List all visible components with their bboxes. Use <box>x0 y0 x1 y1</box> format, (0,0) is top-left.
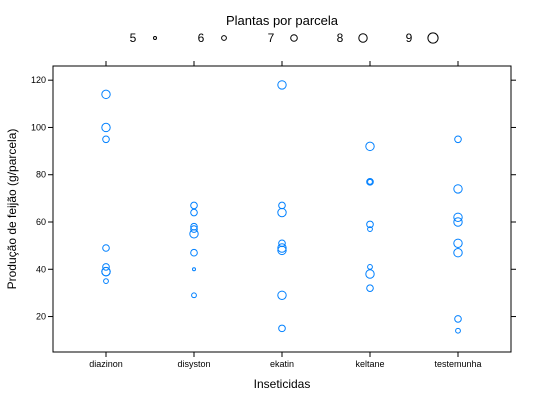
data-point <box>454 315 462 323</box>
legend-symbol <box>358 33 368 43</box>
data-point <box>367 178 373 185</box>
data-point <box>453 238 463 248</box>
data-point <box>277 245 287 256</box>
data-point <box>454 135 462 144</box>
x-axis-ticks: diazinon disyston ekatin keltane testemunha <box>89 61 482 369</box>
data-point <box>189 229 199 239</box>
data-point <box>190 225 198 233</box>
data-point <box>277 80 287 90</box>
data-point <box>278 324 286 333</box>
data-point <box>366 178 374 186</box>
data-points <box>101 80 463 334</box>
data-point <box>453 248 463 258</box>
data-point <box>190 208 198 217</box>
x-tick-label: ekatin <box>270 359 294 369</box>
x-tick-label: diazinon <box>89 359 123 369</box>
data-point <box>101 266 111 277</box>
data-point <box>277 207 287 218</box>
data-point <box>102 263 110 271</box>
data-point <box>367 226 373 232</box>
data-point <box>367 264 373 270</box>
y-tick-label: 60 <box>36 217 46 227</box>
legend-label: 6 <box>198 31 205 45</box>
y-tick-label: 100 <box>31 122 46 132</box>
legend-symbol <box>427 32 439 44</box>
legend-title: Plantas por parcela <box>226 13 339 28</box>
legend-symbol <box>153 36 157 40</box>
x-tick-label: testemunha <box>434 359 481 369</box>
data-point <box>101 122 111 133</box>
data-point <box>103 278 109 284</box>
legend-label: 5 <box>130 31 137 45</box>
data-point <box>101 89 111 100</box>
data-point <box>278 239 286 248</box>
data-point <box>453 184 463 194</box>
y-tick-label: 40 <box>36 264 46 274</box>
data-point <box>190 248 198 257</box>
y-tick-label: 80 <box>36 170 46 180</box>
data-point <box>366 284 374 292</box>
legend-symbol <box>221 35 227 41</box>
data-point <box>455 327 461 334</box>
legend-label: 8 <box>337 31 344 45</box>
legend-label: 9 <box>406 31 413 45</box>
data-point <box>192 267 196 272</box>
data-point <box>365 269 375 279</box>
y-axis-ticks: 20 40 60 80 100 120 <box>31 75 516 322</box>
y-axis-title: Produção de feijão (g/parcela) <box>5 129 19 290</box>
y-tick-label: 20 <box>36 312 46 322</box>
x-tick-label: keltane <box>355 359 384 369</box>
data-point <box>277 290 287 300</box>
x-tick-label: disyston <box>177 359 210 369</box>
data-point <box>278 201 286 210</box>
data-point <box>365 141 375 152</box>
data-point <box>102 244 110 252</box>
data-point <box>190 201 198 210</box>
data-point <box>277 243 287 253</box>
data-point <box>191 292 197 299</box>
data-point <box>453 212 463 222</box>
data-point <box>102 135 110 144</box>
legend-label: 7 <box>268 31 275 45</box>
x-axis-title: Inseticidas <box>254 377 311 391</box>
legend: Plantas por parcela 5 6 7 8 9 <box>130 13 439 45</box>
legend-symbol <box>290 34 298 42</box>
data-point <box>453 217 463 227</box>
legend-items: 5 6 7 8 9 <box>130 31 439 45</box>
y-tick-label: 120 <box>31 75 46 85</box>
data-point <box>366 220 374 229</box>
